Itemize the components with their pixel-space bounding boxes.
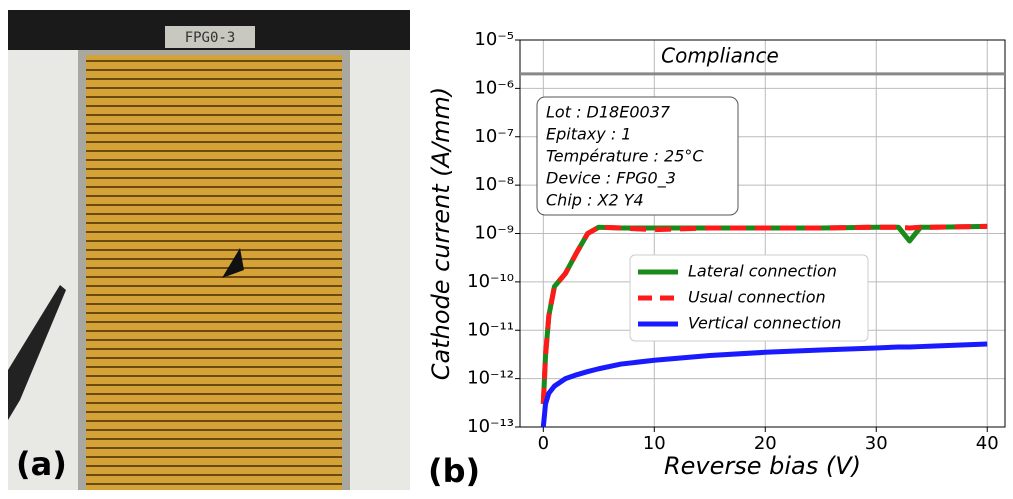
info-line: Lot : D18E0037 bbox=[546, 103, 671, 122]
info-line: Chip : X2 Y4 bbox=[546, 191, 644, 210]
legend-box bbox=[629, 254, 869, 342]
x-tick-label: 40 bbox=[976, 433, 999, 454]
x-tick-label: 20 bbox=[754, 433, 777, 454]
legend-label: Lateral connection bbox=[688, 262, 837, 281]
legend-label: Vertical connection bbox=[688, 314, 841, 333]
x-tick-label: 10 bbox=[643, 433, 666, 454]
series-line bbox=[540, 223, 988, 405]
y-tick-label: 10⁻⁸ bbox=[474, 174, 514, 195]
info-line: Epitaxy : 1 bbox=[546, 125, 631, 144]
y-tick-label: 10⁻⁹ bbox=[474, 223, 514, 244]
series-line bbox=[540, 223, 988, 405]
y-tick-label: 10⁻¹² bbox=[467, 368, 514, 389]
probe-mark bbox=[222, 248, 244, 278]
y-tick-label: 10⁻¹¹ bbox=[467, 319, 514, 340]
y-tick-label: 10⁻⁷ bbox=[474, 126, 514, 147]
x-axis-label: Reverse bias (V) bbox=[664, 452, 861, 480]
y-tick-label: 10⁻¹⁰ bbox=[467, 271, 514, 292]
chart: 10⁻¹³ 10⁻¹² 10⁻¹¹ 10⁻¹⁰ 10⁻⁹ 10⁻⁸ 10⁻⁷ 10⁻⁶ 10⁻⁵… bbox=[427, 29, 1006, 480]
y-axis-label: Cathode current (A/mm) bbox=[427, 87, 455, 381]
y-tick-label: 10⁻⁶ bbox=[474, 77, 514, 98]
info-box bbox=[536, 96, 739, 216]
photo: FPG0-3 (a) bbox=[8, 10, 410, 490]
x-tick-label: 0 bbox=[538, 433, 549, 454]
plot-frame bbox=[519, 39, 1006, 428]
info-line: Device : FPG0_3 bbox=[546, 169, 676, 189]
compliance-label: Compliance bbox=[661, 43, 779, 67]
probe-needle bbox=[8, 285, 66, 420]
photo-chip-label: FPG0-3 bbox=[185, 30, 236, 46]
legend: Lateral connection Usual connection Vertic… bbox=[629, 254, 869, 342]
panel-label: (a) bbox=[16, 445, 67, 483]
panel-label: (b) bbox=[428, 452, 480, 490]
legend-label: Usual connection bbox=[688, 288, 826, 307]
photo-finger-array bbox=[86, 55, 342, 490]
x-tick-label: 30 bbox=[865, 433, 888, 454]
info-line: Température : 25°C bbox=[546, 147, 704, 166]
y-tick-label: 10⁻⁵ bbox=[474, 29, 514, 50]
photo-chip-label-box bbox=[165, 26, 255, 48]
y-tick-label: 10⁻¹³ bbox=[467, 416, 514, 437]
series-line bbox=[540, 341, 988, 428]
